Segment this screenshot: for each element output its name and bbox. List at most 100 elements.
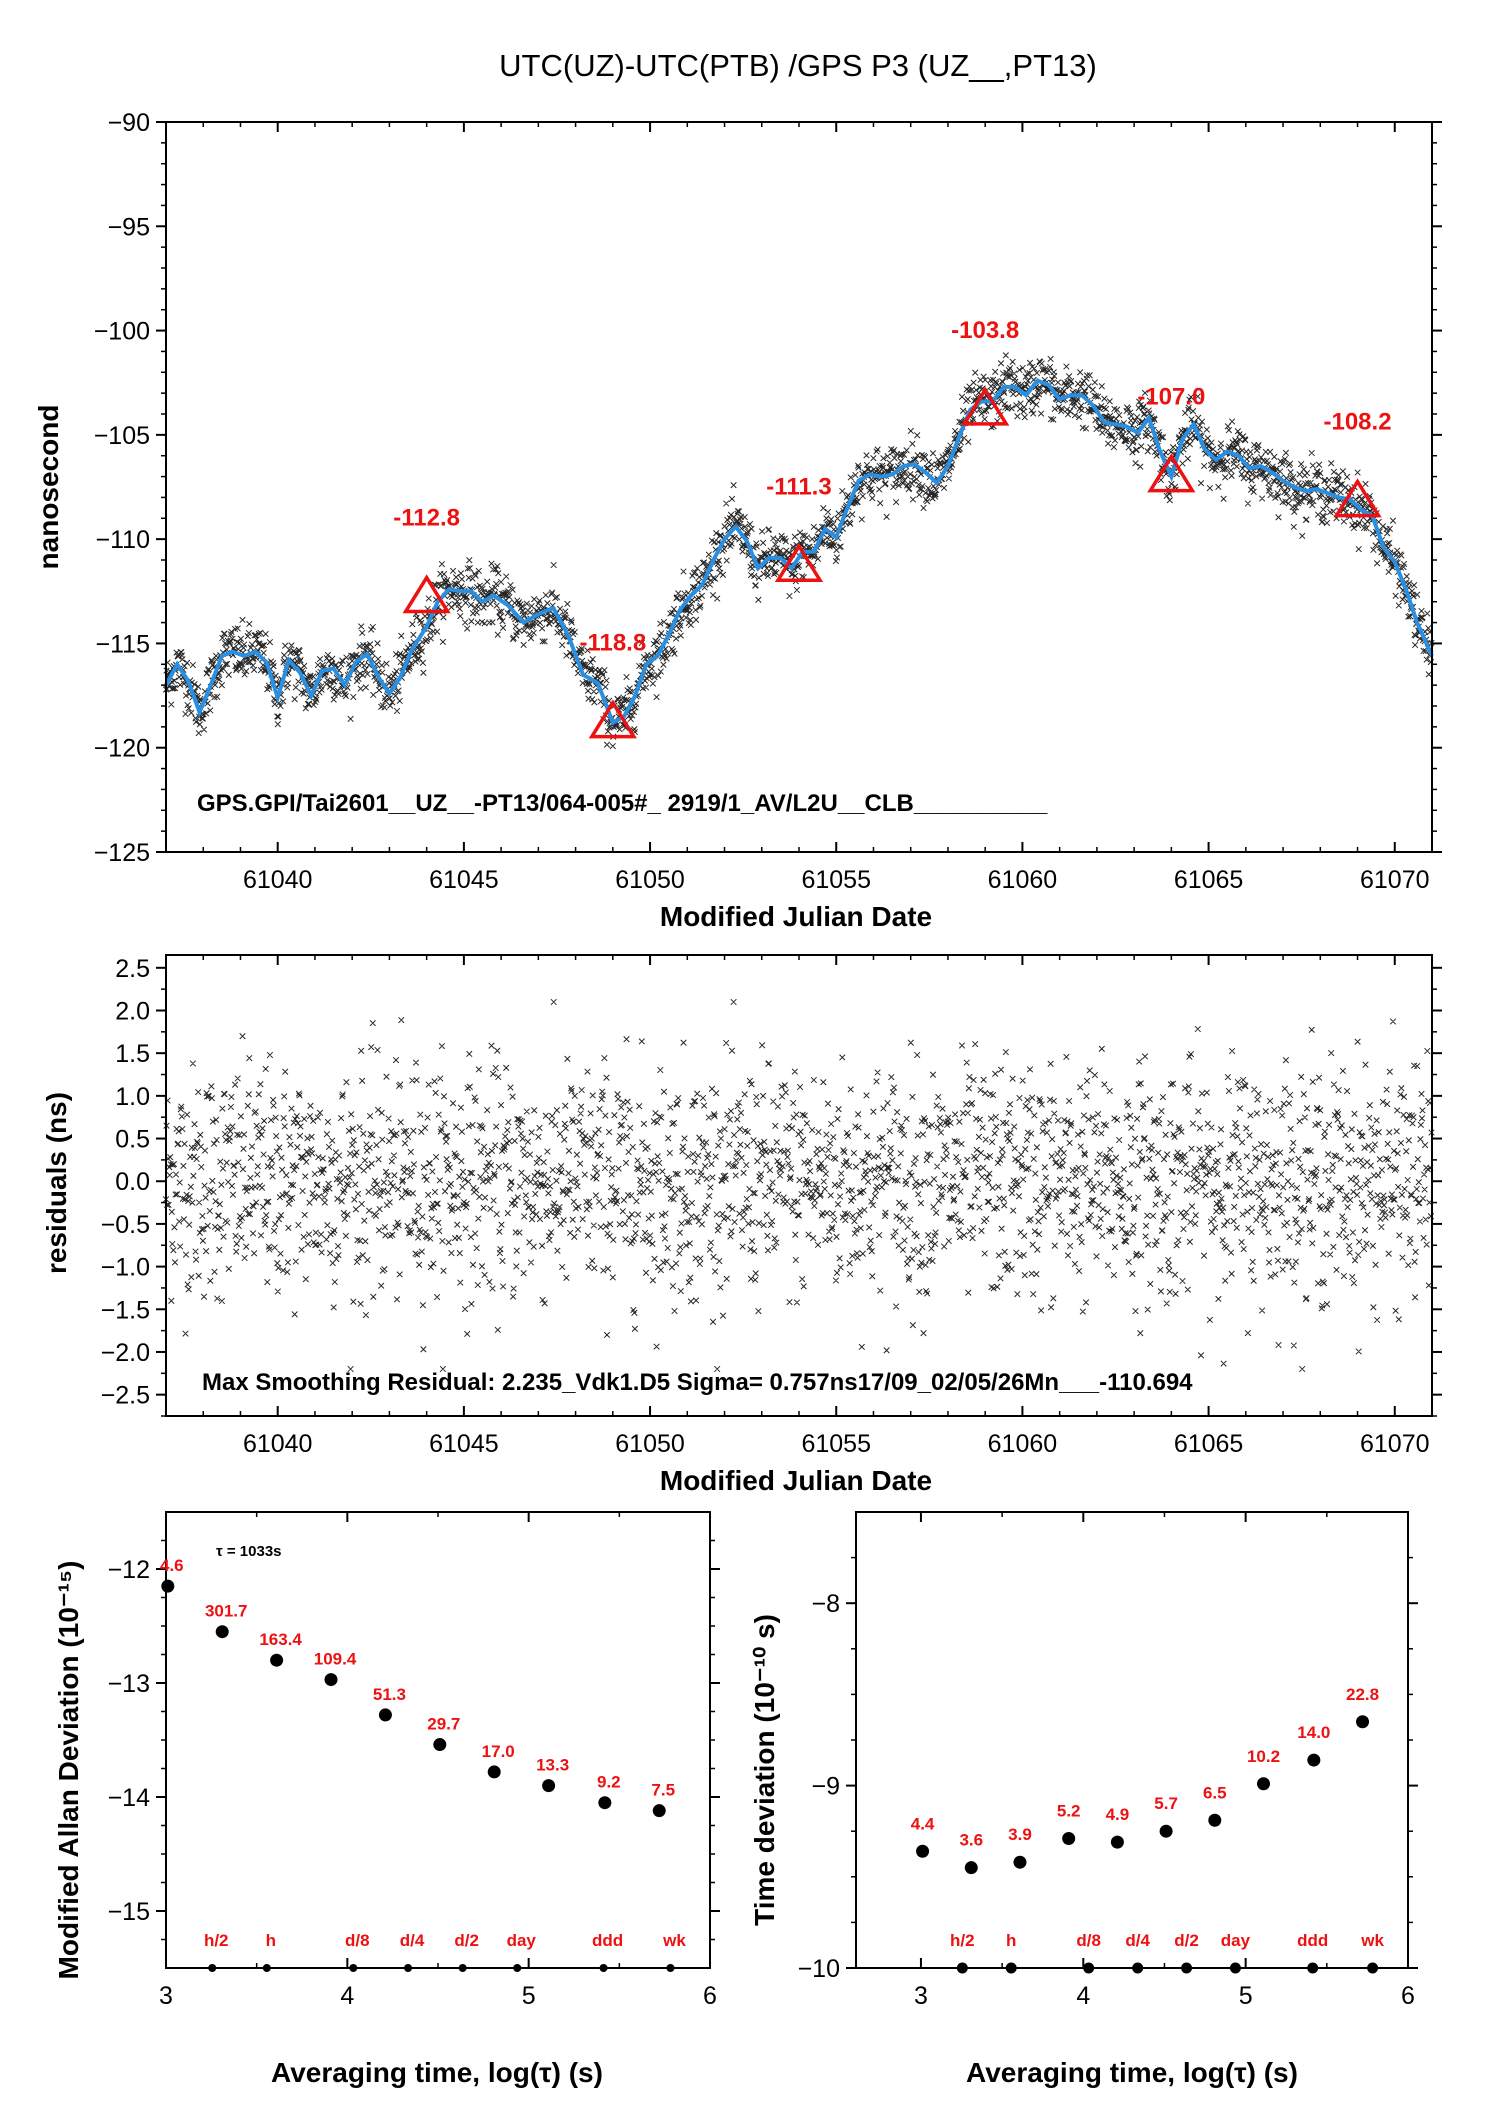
time-marker-label: day <box>1221 1931 1251 1950</box>
time-marker-dot <box>666 1964 675 1972</box>
time-marker-dot <box>1083 1962 1095 1974</box>
y-tick-label: −9 <box>811 1773 840 1801</box>
time-marker-label: d/2 <box>454 1931 479 1950</box>
tdev-point <box>1159 1824 1173 1838</box>
y-tick-label: −0.5 <box>101 1211 150 1239</box>
y-tick-label: 1.0 <box>115 1083 150 1111</box>
tdev-point <box>1062 1831 1076 1845</box>
y-tick-label: −100 <box>94 318 150 346</box>
x-tick-label: 5 <box>1239 1982 1253 2010</box>
time-marker-dot <box>513 1964 522 1972</box>
adev-point <box>487 1765 501 1779</box>
y-tick-label: −105 <box>94 422 150 450</box>
residuals-axes: 61040 61045 61050 61055 61060 61065 61070 −2.5 −… <box>101 954 1442 1458</box>
y-tick-label: −90 <box>108 109 150 137</box>
time-marker-label: d/4 <box>400 1931 425 1950</box>
triangle-marker <box>588 699 637 739</box>
time-marker-dot <box>1181 1962 1193 1974</box>
time-marker-label: d/8 <box>345 1931 370 1950</box>
time-marker-label: h <box>1006 1931 1016 1950</box>
x-tick-label: 61070 <box>1360 1430 1430 1458</box>
x-tick-label: 6 <box>1401 1982 1415 2010</box>
y-tick-label: −14 <box>108 1784 151 1812</box>
adev-point <box>598 1796 612 1810</box>
x-tick-label: 5 <box>522 1982 536 2010</box>
adev-point-label: 17.0 <box>482 1742 515 1761</box>
y-tick-label: 0.5 <box>115 1126 150 1154</box>
x-tick-label: 61050 <box>615 866 685 894</box>
time-marker-label: wk <box>662 1931 686 1950</box>
x-tick-label: 61065 <box>1174 1430 1244 1458</box>
x-tick-label: 3 <box>914 1982 928 2010</box>
tdev-point <box>1257 1777 1271 1791</box>
figure-title: UTC(UZ)-UTC(PTB) /GPS P3 (UZ__,PT13) <box>499 48 1097 83</box>
time-marker-label: h <box>266 1931 276 1950</box>
x-tick-label: 61045 <box>429 1430 499 1458</box>
y-tick-label: −125 <box>94 839 150 867</box>
y-tick-label: −8 <box>811 1590 840 1618</box>
adev-point <box>652 1804 666 1818</box>
tdev-point-label: 6.5 <box>1203 1783 1227 1802</box>
time-series-xlabel: Modified Julian Date <box>660 901 932 932</box>
triangle-marker <box>961 386 1010 426</box>
x-tick-label: 61040 <box>243 866 313 894</box>
x-tick-label: 4 <box>1076 1982 1090 2010</box>
tdev-point-label: 4.9 <box>1106 1805 1130 1824</box>
x-tick-label: 3 <box>159 1982 173 2010</box>
tdev-point-label: 3.6 <box>959 1831 983 1850</box>
marker-value-label: -111.3 <box>766 473 831 500</box>
y-tick-label: −13 <box>108 1670 150 1698</box>
x-tick-label: 6 <box>703 1982 717 2010</box>
time-deviation-axes: 3 4 5 6 −10 −9 −8 <box>798 1511 1418 2010</box>
allan-deviation-points: 4.6 301.7 163.4 109.4 51.3 29.7 17.0 13.3 9.2 7.5… <box>160 1556 686 1972</box>
time-marker-dot <box>1229 1962 1241 1974</box>
time-series-axes: 61040 61045 61050 61055 61060 61065 61070 −125 −… <box>94 109 1442 894</box>
time-series-info-text: GPS.GPI/Tai2601__UZ__-PT13/064-005#_ 291… <box>197 790 1048 817</box>
time-marker-dot <box>956 1962 968 1974</box>
tdev-point-label: 5.2 <box>1057 1801 1081 1820</box>
triangle-marker <box>1147 453 1196 493</box>
x-tick-label: 61060 <box>988 866 1058 894</box>
time-series-ylabel: nanosecond <box>33 405 64 570</box>
residuals-ylabel: residuals (ns) <box>41 1092 72 1274</box>
adev-point <box>161 1579 175 1593</box>
x-tick-label: 61045 <box>429 866 499 894</box>
marker-value-label: -108.2 <box>1323 409 1391 436</box>
adev-point <box>378 1708 392 1722</box>
y-tick-label: 2.5 <box>115 955 150 983</box>
triangle-marker <box>1333 478 1382 518</box>
y-tick-label: 2.0 <box>115 997 150 1025</box>
residual-points <box>162 998 1435 1373</box>
y-tick-label: −110 <box>96 526 150 554</box>
adev-point-label: 9.2 <box>597 1773 621 1792</box>
tdev-point <box>1307 1753 1321 1767</box>
allan-deviation-axes: 3 4 5 6 −15 −14 −13 −12 <box>108 1511 720 2010</box>
x-tick-label: 61060 <box>988 1430 1058 1458</box>
triangle-marker <box>774 542 824 583</box>
y-tick-label: −15 <box>108 1898 150 1926</box>
highlight-markers: -112.8 -118.8 -111.3 -103.8 -107.0 -108.2 <box>393 317 1392 739</box>
tdev-point-label: 4.4 <box>911 1814 935 1833</box>
adev-point <box>324 1673 338 1687</box>
triangle-marker <box>402 574 451 614</box>
allan-deviation-xlabel: Averaging time, log(τ) (s) <box>271 2057 603 2088</box>
time-marker-dot <box>458 1964 467 1972</box>
adev-point <box>542 1779 556 1793</box>
time-marker-label: wk <box>1360 1931 1384 1950</box>
x-tick-label: 61070 <box>1360 866 1430 894</box>
tdev-point <box>916 1844 930 1858</box>
time-marker-dot <box>1132 1962 1144 1974</box>
y-tick-label: −2.5 <box>101 1382 150 1410</box>
x-tick-label: 61065 <box>1174 866 1244 894</box>
tdev-point-label: 5.7 <box>1154 1794 1178 1813</box>
time-deviation-ylabel: Time deviation (10⁻¹⁰ s) <box>749 1614 780 1926</box>
tau-note: τ = 1033s <box>216 1543 282 1560</box>
allan-deviation-ylabel: Modified Allan Deviation (10⁻¹⁵) <box>53 1561 84 1980</box>
adev-point <box>270 1653 284 1667</box>
time-marker-label: d/8 <box>1076 1931 1101 1950</box>
time-deviation-xlabel: Averaging time, log(τ) (s) <box>966 2057 1298 2088</box>
residual-crosses <box>162 998 1435 1373</box>
tdev-point-label: 10.2 <box>1247 1747 1280 1766</box>
adev-point-label: 13.3 <box>536 1756 569 1775</box>
time-marker-dot <box>599 1964 608 1972</box>
